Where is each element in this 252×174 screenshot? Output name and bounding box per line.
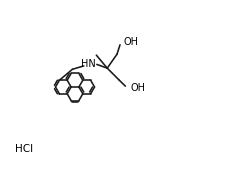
Text: HN: HN [81, 59, 96, 69]
Text: OH: OH [131, 83, 146, 93]
Text: HCl: HCl [15, 144, 33, 154]
Text: OH: OH [123, 37, 139, 47]
